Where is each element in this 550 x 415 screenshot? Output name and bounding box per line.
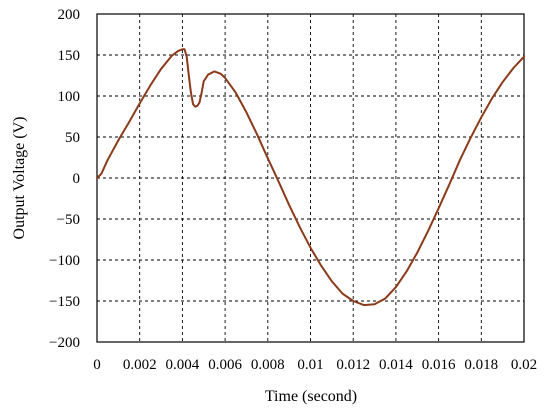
x-tick-label: 0.008	[251, 357, 285, 373]
y-tick-label: 0	[73, 171, 81, 187]
y-tick-label: −50	[57, 212, 80, 228]
y-tick-labels: 200 150 100 50 0 −50 −100 −150 −200	[49, 7, 80, 351]
y-tick-label: 200	[58, 7, 81, 23]
y-tick-label: 150	[58, 48, 81, 64]
x-tick-label: 0.014	[379, 357, 413, 373]
x-tick-label: 0.002	[123, 357, 157, 373]
x-tick-label: 0	[93, 357, 101, 373]
y-axis-label: Output Voltage (V)	[11, 117, 28, 240]
series-group	[96, 48, 525, 307]
y-tick-label: 50	[65, 130, 80, 146]
y-tick-label: −150	[49, 294, 80, 310]
x-tick-label: 0.02	[511, 357, 537, 373]
y-tick-label: −100	[49, 253, 80, 269]
x-tick-label: 0.004	[166, 357, 200, 373]
y-tick-label: −200	[49, 335, 80, 351]
x-tick-label: 0.01	[297, 357, 323, 373]
grid-lines	[97, 14, 524, 342]
x-axis-label: Time (second)	[265, 388, 357, 405]
x-tick-label: 0.018	[464, 357, 498, 373]
voltage-series-line	[96, 48, 525, 307]
x-tick-label: 0.006	[208, 357, 242, 373]
x-tick-label: 0.012	[336, 357, 370, 373]
x-tick-labels: 0 0.002 0.004 0.006 0.008 0.01 0.012 0.014 0.016…	[93, 357, 537, 373]
y-tick-label: 100	[58, 89, 81, 105]
x-tick-label: 0.016	[422, 357, 456, 373]
